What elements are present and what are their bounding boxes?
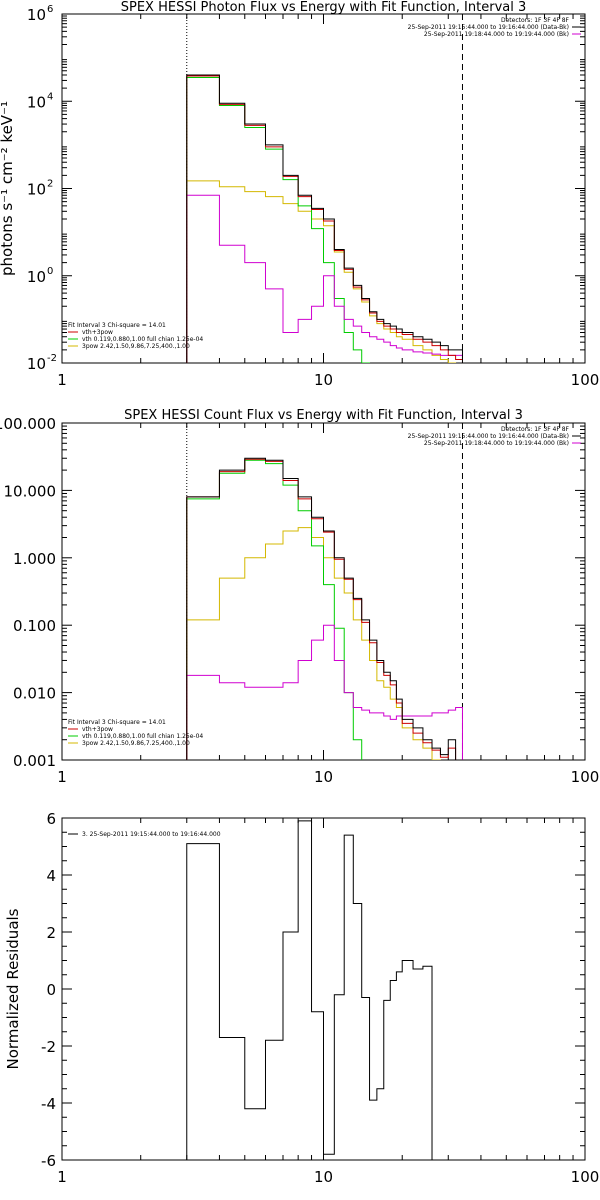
series-line-3pow [186,527,463,760]
x-tick-label: 100 [571,768,600,786]
legend-right-entry: 25-Sep-2011 19:15:44.000 to 19:16:44.000… [408,433,569,440]
legend-right-entry: Detectors: 1F 3F 4F 8F [501,17,570,24]
series-line-vth [186,77,463,363]
series-line-data-bk [186,457,463,760]
chart-title: SPEX HESSI Photon Flux vs Energy with Fi… [121,0,527,15]
legend-left-entry: vth+3pow [82,329,113,336]
legend-left-entry: Fit Interval 3 Chi-square = 14.01 [68,719,166,726]
legend-right-entry: 25-Sep-2011 19:18:44.000 to 19:19:44.000… [424,31,569,38]
chart-title: SPEX HESSI Count Flux vs Energy with Fit… [124,408,523,423]
y-tick-label: 10 [27,355,46,373]
y-tick-label: 2 [46,924,56,942]
y-tick-label: -6 [41,1152,56,1170]
legend-left-entry: 3pow 2.42,1.50,9.86,7.25,400.,1.00 [82,343,190,350]
legend-left-entry: vth 0.119,0.880,1.00 full chian 1.25e-04 [82,336,203,343]
y-tick-exponent: 2 [47,179,53,190]
series-group [186,74,463,363]
y-tick-label: -2 [41,1038,56,1056]
y-tick-label: 10 [27,268,46,286]
legend-right-entry: Detectors: 1F 3F 4F 8F [501,426,570,433]
y-tick-label: 10 [27,181,46,199]
legend-left-entry: vth+3pow [82,726,113,733]
plot-frame [61,13,586,364]
legend-right-entry: 25-Sep-2011 19:15:44.000 to 19:16:44.000… [408,24,569,31]
y-tick-label: 100.000 [0,415,56,433]
legend-left-entry: 3pow 2.42,1.50,9.86,7.25,400.,1.00 [82,740,190,747]
x-tick-label: 1 [57,371,67,389]
series-line-residuals [186,820,456,1160]
y-tick-label: 4 [46,867,56,885]
series-line-3pow [186,180,463,363]
legend-left-entry: Fit Interval 3 Chi-square = 14.01 [68,322,166,329]
y-tick-label: 10 [27,93,46,111]
y-tick-label: 0.001 [13,752,56,770]
series-group [186,820,456,1160]
x-tick-label: 1 [57,1168,67,1186]
count-flux-panel: SPEX HESSI Count Flux vs Energy with Fit… [0,408,600,786]
residuals-panel: 1 10 100 -6 -4 -2 0 2 4 6 Normalized Residuals 3. 2… [4,810,599,1186]
y-tick-label: 10 [27,6,46,24]
x-tick-label: 10 [314,768,333,786]
y-tick-label: 6 [46,810,56,828]
plot-frame [61,422,586,761]
series-line-bk [186,194,463,363]
series-line-bk [186,624,463,760]
legend-left-entry: 3. 25-Sep-2011 19:15:44.000 to 19:16:44.… [82,831,221,838]
x-tick-label: 100 [571,371,600,389]
series-group [186,457,463,760]
x-tick-label: 10 [314,1168,333,1186]
y-tick-label: 1.000 [13,550,56,568]
y-tick-label: 10.000 [4,482,57,500]
y-axis-label: Normalized Residuals [4,908,22,1069]
series-line-data-bk [186,74,463,363]
y-tick-exponent: 6 [47,4,53,15]
series-line-vth-3pow [186,458,463,760]
y-axis-label: photons s⁻¹ cm⁻² keV⁻¹ [0,101,16,276]
y-tick-label: -4 [41,1095,56,1113]
x-tick-label: 100 [571,1168,600,1186]
y-tick-label: 0 [46,981,56,999]
photon-flux-panel: SPEX HESSI Photon Flux vs Energy with Fi… [0,0,600,389]
legend-left-entry: vth 0.119,0.880,1.00 full chian 1.25e-04 [82,733,203,740]
y-tick-label: 0.100 [13,617,56,635]
y-tick-label: 0.010 [13,685,56,703]
x-tick-label: 1 [57,768,67,786]
y-tick-exponent: 4 [47,91,53,102]
legend-right-entry: 25-Sep-2011 19:18:44.000 to 19:19:44.000… [424,440,569,447]
series-line-vth [186,459,463,760]
x-tick-label: 10 [314,371,333,389]
y-tick-exponent: 0 [47,266,53,277]
y-tick-exponent: -2 [47,353,57,364]
